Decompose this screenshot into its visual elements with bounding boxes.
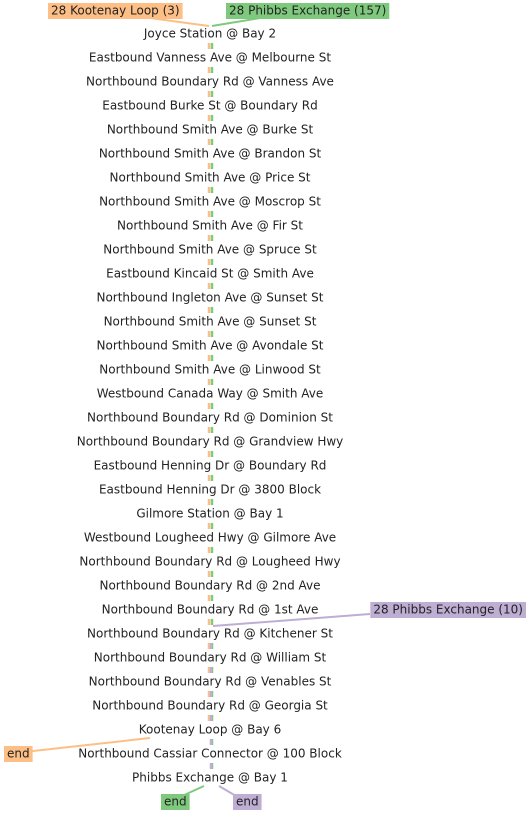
end-tag-purple-text: end	[236, 795, 259, 809]
stop-label: Joyce Station @ Bay 2	[143, 27, 276, 41]
end-tag-purple-box	[233, 794, 262, 810]
stop-label: Northbound Boundary Rd @ Vanness Ave	[86, 75, 334, 89]
stop-label: Northbound Boundary Rd @ Lougheed Hwy	[79, 555, 340, 569]
stop-label: Northbound Smith Ave @ Moscrop St	[99, 195, 321, 209]
end-tag-green: end	[161, 794, 190, 810]
stop-label: Northbound Boundary Rd @ Dominion St	[87, 411, 333, 425]
route-tag-green-box	[226, 3, 390, 19]
stop-label: Northbound Smith Ave @ Price St	[110, 171, 311, 185]
stop-label: Northbound Smith Ave @ Fir St	[117, 219, 303, 233]
stop-label: Northbound Boundary Rd @ Kitchener St	[87, 627, 333, 641]
stop-label: Northbound Smith Ave @ Sunset St	[104, 315, 317, 329]
stop-label: Northbound Smith Ave @ Burke St	[107, 123, 314, 137]
stop-label: Phibbs Exchange @ Bay 1	[132, 771, 288, 785]
route-tags: 28 Kootenay Loop (3) 28 Phibbs Exchange (…	[4, 3, 526, 810]
route-edges	[23, 17, 371, 797]
stop-label: Northbound Boundary Rd @ Georgia St	[92, 699, 328, 713]
stop-label: Northbound Ingleton Ave @ Sunset St	[96, 291, 323, 305]
stop-label: Northbound Cassiar Connector @ 100 Block	[78, 747, 342, 761]
connector-orange-start	[149, 17, 210, 27]
route-tag-orange-text: 28 Kootenay Loop (3)	[51, 4, 180, 18]
end-tag-orange-box	[4, 746, 33, 762]
route-tag-purple-text: 28 Phibbs Exchange (10)	[373, 603, 523, 617]
stop-label: Westbound Canada Way @ Smith Ave	[97, 387, 324, 401]
stop-label: Gilmore Station @ Bay 1	[136, 507, 283, 521]
end-tag-purple: end	[233, 794, 262, 810]
stop-label: Eastbound Vanness Ave @ Melbourne St	[89, 51, 331, 65]
stop-label: Northbound Boundary Rd @ Venables St	[89, 675, 332, 689]
end-tag-green-box	[161, 794, 190, 810]
stop-label: Northbound Boundary Rd @ 2nd Ave	[99, 579, 320, 593]
stop-label: Eastbound Burke St @ Boundary Rd	[102, 99, 318, 113]
stop-label: Kootenay Loop @ Bay 6	[139, 723, 281, 737]
connector-green-start	[211, 17, 261, 27]
stop-label: Northbound Smith Ave @ Avondale St	[97, 339, 324, 353]
route-tag-orange-box	[48, 3, 183, 19]
stop-label: Northbound Boundary Rd @ William St	[94, 651, 327, 665]
route-tag-orange: 28 Kootenay Loop (3)	[48, 3, 183, 19]
connector-orange-end	[23, 737, 151, 753]
stop-labels: Joyce Station @ Bay 2 Eastbound Vanness A…	[77, 27, 344, 785]
route-tag-purple-box	[370, 602, 526, 618]
stop-label: Northbound Boundary Rd @ Grandview Hwy	[77, 435, 344, 449]
stop-label: Northbound Boundary Rd @ 1st Ave	[102, 603, 319, 617]
end-tag-orange: end	[4, 746, 33, 762]
route-tag-green: 28 Phibbs Exchange (157)	[226, 3, 390, 19]
stop-label: Northbound Smith Ave @ Spruce St	[103, 243, 317, 257]
end-tag-orange-text: end	[7, 747, 30, 761]
stop-label: Northbound Smith Ave @ Brandon St	[99, 147, 322, 161]
stop-label: Eastbound Henning Dr @ 3800 Block	[99, 483, 321, 497]
end-tag-green-text: end	[164, 795, 187, 809]
route-tag-green-text: 28 Phibbs Exchange (157)	[229, 4, 386, 18]
stop-label: Northbound Smith Ave @ Linwood St	[99, 363, 321, 377]
stop-label: Eastbound Kincaid St @ Smith Ave	[106, 267, 314, 281]
stop-label: Eastbound Henning Dr @ Boundary Rd	[94, 459, 327, 473]
connector-purple-start	[212, 613, 371, 627]
route-tag-purple: 28 Phibbs Exchange (10)	[370, 602, 526, 618]
stop-label: Westbound Lougheed Hwy @ Gilmore Ave	[84, 531, 336, 545]
